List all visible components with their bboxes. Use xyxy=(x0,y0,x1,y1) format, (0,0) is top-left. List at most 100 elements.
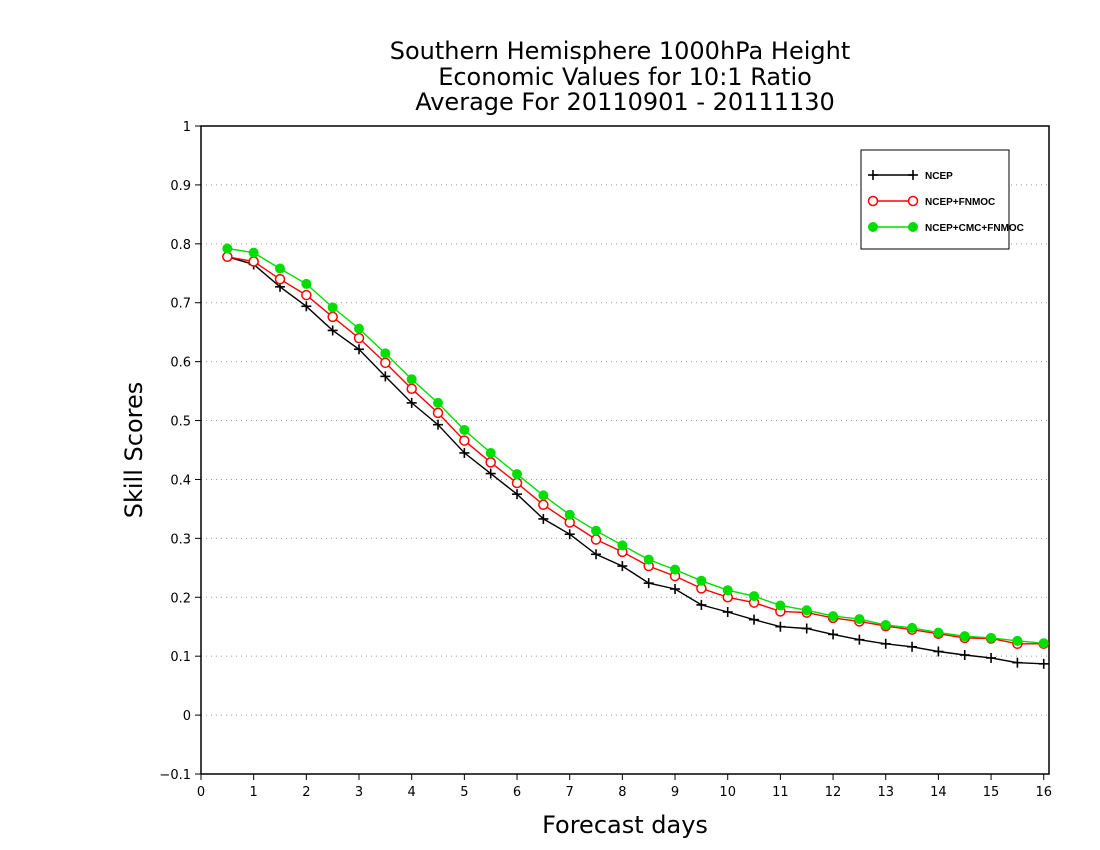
data-point-open-circle xyxy=(459,435,470,446)
grid-layer xyxy=(201,184,1049,716)
legend-label: NCEP+FNMOC xyxy=(925,197,995,208)
data-point-open-circle xyxy=(274,273,286,285)
y-tick-label: 0.9 xyxy=(170,179,191,194)
data-point-plus xyxy=(722,607,733,617)
data-point-plus xyxy=(868,170,878,180)
data-point-filled-circle xyxy=(485,447,496,458)
legend: NCEP NCEP+FNMOC NCEP+CMC+FNMOC xyxy=(860,149,1024,250)
data-point-open-circle xyxy=(590,534,602,545)
data-point-plus xyxy=(354,344,365,355)
data-point-filled-circle xyxy=(459,424,470,435)
x-tick-label: 14 xyxy=(930,785,947,800)
ticks-layer: −0.100.10.20.30.40.50.60.70.80.910 1 2 3 4 5 6… xyxy=(159,120,1052,800)
data-point-open-circle xyxy=(432,407,444,419)
data-point-plus xyxy=(301,301,312,312)
x-tick-label: 8 xyxy=(618,785,626,800)
data-point-filled-circle xyxy=(1038,638,1049,649)
series-ncep xyxy=(222,251,1049,669)
data-point-filled-circle xyxy=(327,302,338,313)
x-tick-label: 2 xyxy=(302,785,310,800)
legend-label: NCEP+CMC+FNMOC xyxy=(925,223,1024,234)
series-layer xyxy=(222,243,1049,669)
y-tick-label: 0 xyxy=(183,709,191,724)
data-point-open-circle xyxy=(907,195,919,207)
y-tick-label: 0.5 xyxy=(170,415,191,430)
data-point-open-circle xyxy=(380,357,391,369)
series-ncep-cmc-fnmoc xyxy=(222,243,1049,649)
data-point-plus xyxy=(986,652,997,663)
data-point-filled-circle xyxy=(670,564,681,575)
data-point-filled-circle xyxy=(828,611,839,622)
data-point-filled-circle xyxy=(986,632,997,643)
legend-items: NCEP NCEP+FNMOC NCEP+CMC+FNMOC xyxy=(867,170,1024,234)
data-point-filled-circle xyxy=(275,263,286,274)
data-point-filled-circle xyxy=(222,243,233,254)
data-point-filled-circle xyxy=(1012,635,1023,646)
data-point-plus xyxy=(801,623,812,634)
x-tick-label: 7 xyxy=(566,785,574,800)
data-point-filled-circle xyxy=(643,554,654,565)
data-point-plus xyxy=(1012,657,1023,668)
x-tick-label: 6 xyxy=(513,785,521,800)
series-line-ncep-cmc-fnmoc xyxy=(227,247,1044,644)
data-point-filled-circle xyxy=(908,222,918,232)
data-point-plus xyxy=(617,561,628,572)
data-point-filled-circle xyxy=(564,509,575,520)
data-point-open-circle xyxy=(248,256,259,267)
data-point-open-circle xyxy=(222,251,233,263)
y-tick-label: −0.1 xyxy=(159,768,191,783)
data-point-plus xyxy=(880,638,891,649)
data-point-plus xyxy=(933,646,944,657)
x-tick-label: 9 xyxy=(671,785,679,800)
data-point-plus xyxy=(908,170,918,180)
data-point-filled-circle xyxy=(248,247,259,258)
data-point-filled-circle xyxy=(749,591,760,602)
data-point-open-circle xyxy=(485,457,496,468)
data-point-plus xyxy=(406,397,417,408)
x-tick-label: 10 xyxy=(719,785,736,800)
data-point-filled-circle xyxy=(868,222,878,232)
data-point-plus xyxy=(828,629,839,640)
legend-item-ncep-fnmoc: NCEP+FNMOC xyxy=(867,195,995,208)
y-tick-label: 0.4 xyxy=(170,473,191,488)
data-point-plus xyxy=(433,419,444,430)
x-tick-label: 1 xyxy=(250,785,258,800)
data-point-plus xyxy=(749,614,760,625)
data-point-filled-circle xyxy=(538,490,549,501)
x-tick-label: 3 xyxy=(355,785,363,800)
data-point-filled-circle xyxy=(775,600,786,611)
data-point-plus xyxy=(854,634,865,645)
chart-title-line-1: Southern Hemisphere 1000hPa Height xyxy=(390,37,850,65)
data-point-open-circle xyxy=(867,195,879,207)
y-tick-label: 0.3 xyxy=(170,532,191,547)
data-point-filled-circle xyxy=(433,397,444,408)
data-point-plus xyxy=(907,641,918,652)
data-point-filled-circle xyxy=(696,575,707,586)
data-point-plus xyxy=(538,513,549,524)
data-point-plus xyxy=(670,584,681,595)
data-point-filled-circle xyxy=(301,278,312,289)
data-point-filled-circle xyxy=(354,323,365,334)
y-tick-label: 0.2 xyxy=(170,591,191,606)
data-point-open-circle xyxy=(406,383,417,394)
data-point-filled-circle xyxy=(380,348,391,359)
y-tick-label: 0.1 xyxy=(170,650,191,665)
data-point-open-circle xyxy=(327,311,338,323)
y-tick-label: 0.8 xyxy=(170,238,191,253)
data-point-plus xyxy=(696,599,707,610)
x-tick-label: 13 xyxy=(877,785,894,800)
data-point-plus xyxy=(380,371,391,382)
data-point-plus xyxy=(459,447,470,458)
x-tick-label: 12 xyxy=(825,785,842,800)
data-point-open-circle xyxy=(538,499,549,511)
chart-title-line-3: Average For 20110901 - 20111130 xyxy=(415,88,835,116)
legend-item-ncep-cmc-fnmoc: NCEP+CMC+FNMOC xyxy=(868,222,1024,234)
data-point-plus xyxy=(327,325,338,336)
legend-item-ncep: NCEP xyxy=(868,170,953,182)
x-tick-label: 15 xyxy=(983,785,1000,800)
data-point-filled-circle xyxy=(933,627,944,638)
x-tick-label: 11 xyxy=(772,785,789,800)
series-line-ncep xyxy=(227,256,1044,665)
data-point-filled-circle xyxy=(880,619,891,630)
